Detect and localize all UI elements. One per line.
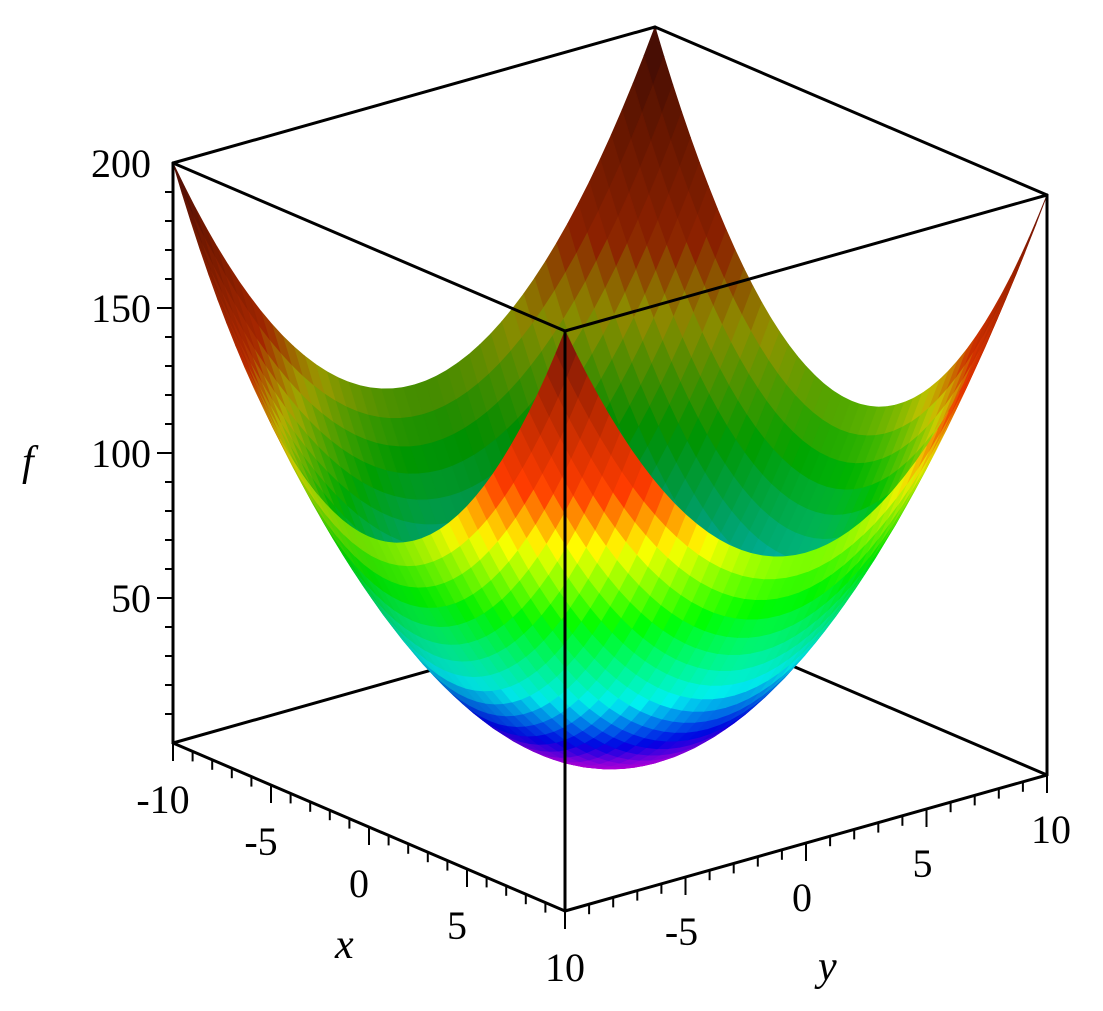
z-tick-label: 200 <box>91 141 151 186</box>
y-tick-label: 10 <box>1031 807 1071 852</box>
z-tick-label: 50 <box>111 576 151 621</box>
z-tick-label: 100 <box>91 431 151 476</box>
y-axis-title: y <box>814 944 837 990</box>
x-tick-label: 10 <box>545 945 585 990</box>
box-edge <box>653 25 1049 197</box>
x-tick-label: -5 <box>244 819 277 864</box>
axis-ticks <box>157 191 1048 929</box>
z-axis-title: f <box>22 439 39 485</box>
x-tick-label: -10 <box>136 777 189 822</box>
z-tick-label: 150 <box>91 286 151 331</box>
surface-mesh <box>172 25 1048 770</box>
x-axis-title: x <box>334 922 354 968</box>
y-tick-label: 0 <box>792 875 812 920</box>
box-edge <box>171 25 657 165</box>
box-front-edges <box>171 25 1049 913</box>
x-tick-label: 5 <box>447 903 467 948</box>
y-tick-label: -5 <box>665 909 698 954</box>
x-tick-label: 0 <box>349 861 369 906</box>
axis-tick-labels: 50 100 150 200 -10 -5 0 5 10 -5 0 5 10 <box>91 141 1071 990</box>
box-edge <box>171 161 567 333</box>
y-tick-label: 5 <box>913 841 933 886</box>
box-edge <box>563 193 1049 333</box>
